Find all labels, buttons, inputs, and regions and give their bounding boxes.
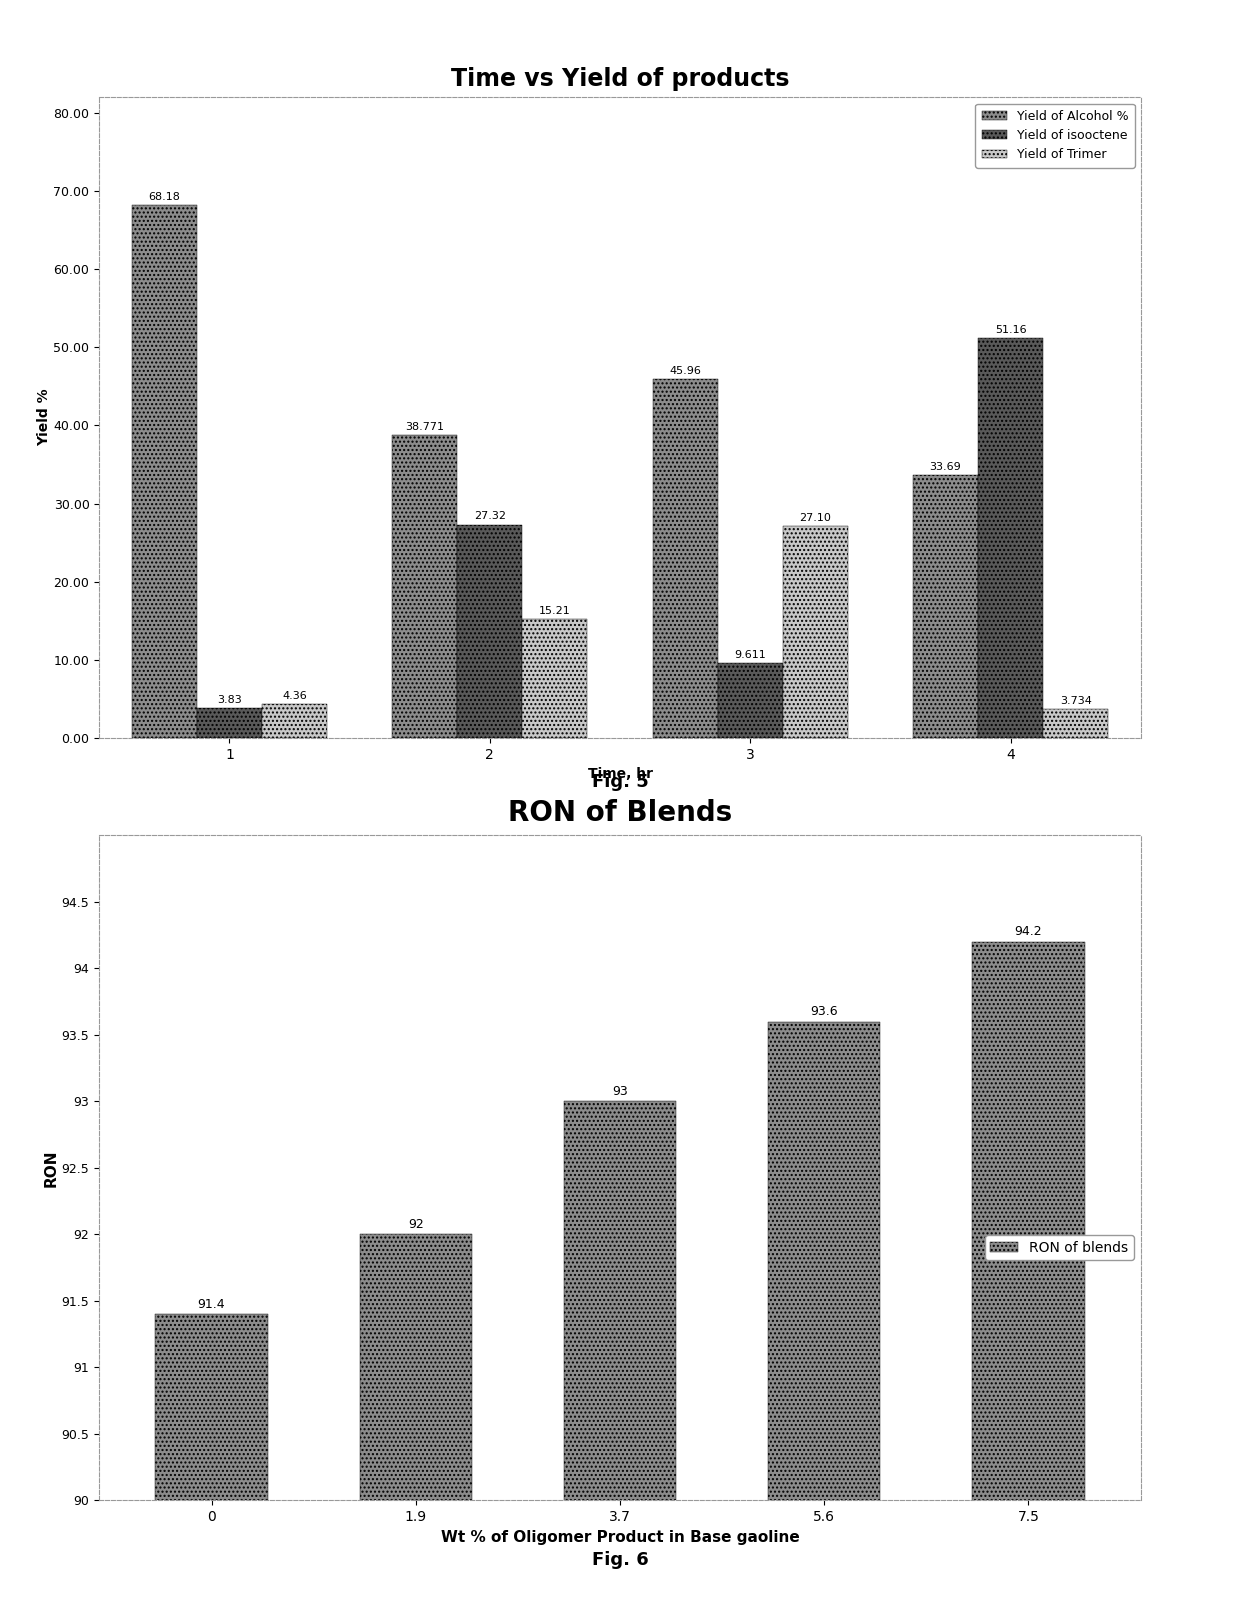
Y-axis label: RON: RON	[43, 1148, 58, 1187]
Title: RON of Blends: RON of Blends	[508, 800, 732, 827]
Text: 9.611: 9.611	[734, 650, 766, 660]
Text: 45.96: 45.96	[670, 367, 701, 376]
Bar	[913, 475, 978, 738]
Text: 4.36: 4.36	[283, 691, 306, 701]
Bar	[718, 663, 782, 738]
Bar	[458, 524, 522, 738]
Bar	[978, 339, 1043, 738]
X-axis label: Time, hr: Time, hr	[588, 767, 652, 782]
Text: 27.10: 27.10	[800, 513, 831, 524]
Text: 68.18: 68.18	[149, 191, 180, 203]
Legend: Yield of Alcohol %, Yield of isooctene, Yield of Trimer: Yield of Alcohol %, Yield of isooctene, …	[976, 104, 1135, 167]
Text: 51.16: 51.16	[994, 324, 1027, 336]
Text: 93: 93	[613, 1085, 627, 1098]
Text: Fig. 5: Fig. 5	[591, 772, 649, 792]
Bar	[360, 1234, 472, 1622]
Text: 93.6: 93.6	[811, 1006, 838, 1019]
Text: 33.69: 33.69	[930, 462, 961, 472]
Text: Fig. 6: Fig. 6	[591, 1551, 649, 1570]
Bar	[197, 709, 262, 738]
Text: 38.771: 38.771	[405, 422, 444, 431]
Legend: RON of blends: RON of blends	[985, 1234, 1133, 1260]
Bar	[972, 942, 1085, 1622]
Text: 91.4: 91.4	[197, 1298, 226, 1311]
Bar	[768, 1022, 880, 1622]
Y-axis label: Yield %: Yield %	[37, 389, 51, 446]
Text: 3.734: 3.734	[1060, 696, 1091, 706]
Title: Time vs Yield of products: Time vs Yield of products	[451, 67, 789, 91]
Bar	[652, 380, 718, 738]
Bar	[1043, 709, 1109, 738]
Text: 15.21: 15.21	[539, 607, 570, 616]
Bar	[155, 1314, 268, 1622]
Bar	[131, 206, 197, 738]
Bar	[262, 704, 327, 738]
Text: 27.32: 27.32	[474, 511, 506, 521]
Bar	[782, 526, 848, 738]
Text: 92: 92	[408, 1218, 424, 1231]
Bar	[564, 1101, 676, 1622]
Text: 3.83: 3.83	[217, 694, 242, 706]
X-axis label: Wt % of Oligomer Product in Base gaoline: Wt % of Oligomer Product in Base gaoline	[440, 1530, 800, 1544]
Bar	[392, 435, 458, 738]
Bar	[522, 620, 588, 738]
Text: 94.2: 94.2	[1014, 926, 1043, 939]
